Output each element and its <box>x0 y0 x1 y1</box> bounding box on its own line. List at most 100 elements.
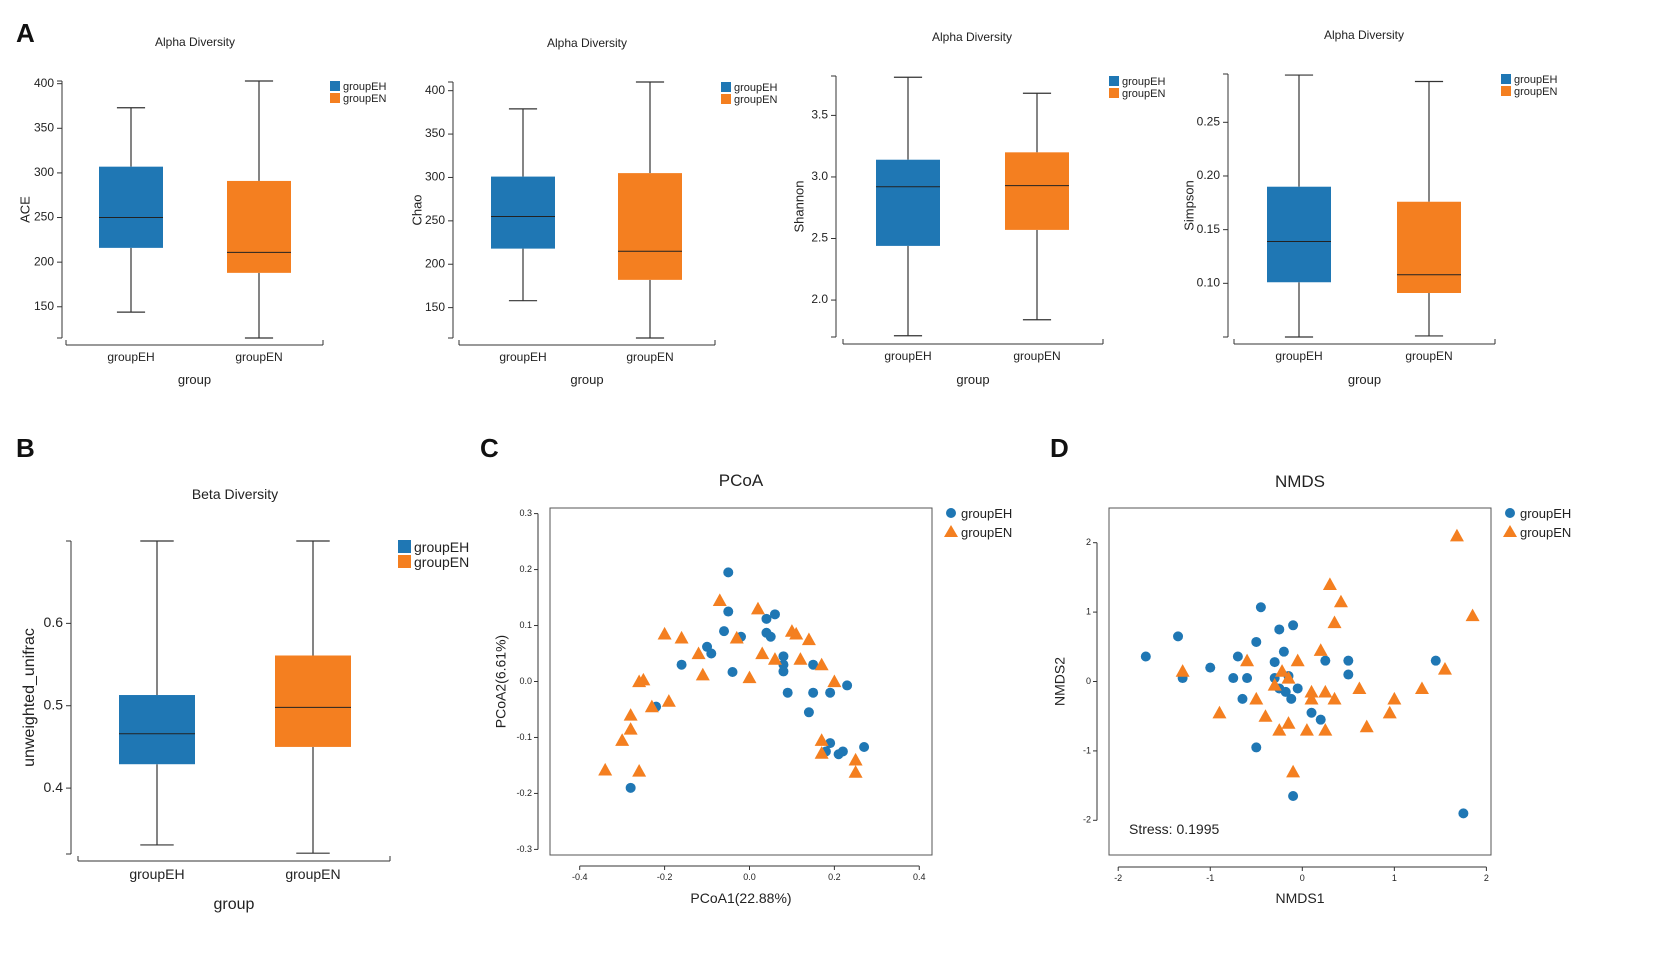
beta-x-tick-label: groupEH <box>129 866 184 882</box>
ace-box-groupEH <box>99 166 163 248</box>
chao-x-axis-label: group <box>570 372 603 387</box>
nmds-legend-marker-groupEN <box>1503 525 1517 537</box>
nmds-point-groupEH <box>1288 791 1299 802</box>
nmds-y-tick-label: 1 <box>1086 606 1091 616</box>
nmds-point-groupEN <box>1258 709 1273 722</box>
simpson-legend-label-groupEH: groupEH <box>1514 74 1557 86</box>
pcoa-point-groupEH <box>761 613 772 624</box>
chao-y-tick-label: 250 <box>425 213 445 227</box>
nmds-point-groupEN <box>1281 671 1296 684</box>
chao-legend-label-groupEN: groupEN <box>734 94 777 106</box>
shannon-y-tick-label: 3.5 <box>811 108 828 122</box>
simpson-y-tick-label: 0.20 <box>1197 168 1221 182</box>
pcoa-x-tick-label: 0.2 <box>828 872 841 882</box>
shannon-chart-title: Alpha Diversity <box>932 30 1012 44</box>
beta-box-groupEN <box>275 655 351 747</box>
nmds-point-groupEH <box>1251 742 1262 753</box>
pcoa-point-groupEH <box>842 680 853 691</box>
nmds-point-groupEN <box>1465 608 1480 622</box>
beta-y-axis-label: unweighted_unifrac <box>21 628 38 767</box>
chao-legend-label-groupEH: groupEH <box>734 82 777 94</box>
pcoa-point-groupEN <box>695 667 710 681</box>
pcoa-point-groupEH <box>676 659 687 670</box>
ace-legend-swatch-groupEN <box>330 93 340 103</box>
shannon-y-axis-label: Shannon <box>791 180 806 232</box>
pcoa-point-groupEH <box>706 648 717 659</box>
pcoa-y-tick-label: -0.2 <box>516 788 532 798</box>
beta-chart-title: Beta Diversity <box>192 486 278 502</box>
pcoa-point-groupEH <box>719 626 730 637</box>
nmds-point-groupEN <box>1299 723 1314 736</box>
ace-legend-label-groupEH: groupEH <box>343 81 386 93</box>
nmds-x-axis-label: NMDS1 <box>1275 890 1324 906</box>
shannon-x-axis-label: group <box>956 372 989 387</box>
pcoa-point-groupEN <box>674 630 689 644</box>
pcoa-point-groupEN <box>848 752 863 766</box>
ace-y-axis-label: ACE <box>17 196 32 223</box>
simpson-y-tick-label: 0.10 <box>1197 275 1221 289</box>
nmds-y-tick-label: 0 <box>1086 676 1091 686</box>
pcoa-point-groupEN <box>789 626 804 640</box>
nmds-point-groupEH <box>1343 669 1354 680</box>
pcoa-x-tick-label: 0.0 <box>743 872 756 882</box>
nmds-point-groupEH <box>1205 662 1216 673</box>
beta-x-axis-label: group <box>214 896 255 913</box>
pcoa-point-groupEH <box>808 687 819 698</box>
nmds-point-groupEH <box>1274 624 1285 635</box>
simpson-chart-title: Alpha Diversity <box>1324 28 1404 42</box>
pcoa-point-groupEN <box>623 722 638 735</box>
nmds-point-groupEH <box>1288 620 1299 631</box>
ace-x-tick-label: groupEN <box>235 350 282 364</box>
chao-legend-swatch-groupEN <box>721 94 731 104</box>
nmds-point-groupEN <box>1382 705 1397 719</box>
nmds-x-tick-label: 2 <box>1484 873 1489 883</box>
beta-y-tick-label: 0.5 <box>44 696 64 712</box>
pcoa-point-groupEH <box>782 687 793 698</box>
beta-legend-label-groupEN: groupEN <box>414 554 469 570</box>
pcoa-point-groupEH <box>859 741 870 752</box>
nmds-point-groupEH <box>1140 651 1151 662</box>
nmds-stress-annotation: Stress: 0.1995 <box>1129 821 1219 837</box>
nmds-point-groupEN <box>1212 705 1227 719</box>
ace-y-tick-label: 200 <box>34 254 54 268</box>
nmds-point-groupEH <box>1232 651 1243 662</box>
pcoa-x-tick-label: -0.4 <box>572 872 588 882</box>
nmds-chart-title: NMDS <box>1275 472 1325 491</box>
simpson-box-groupEN <box>1397 201 1461 293</box>
nmds-legend-label-groupEH: groupEH <box>1520 506 1571 521</box>
nmds-point-groupEH <box>1173 631 1184 642</box>
nmds-point-groupEH <box>1315 714 1326 725</box>
shannon-legend-swatch-groupEN <box>1109 88 1119 98</box>
pcoa-point-groupEH <box>625 782 636 793</box>
nmds-point-groupEN <box>1327 615 1342 629</box>
chao-box-groupEN <box>618 173 682 280</box>
chao-y-axis-label: Chao <box>409 194 424 225</box>
nmds-point-groupEN <box>1286 764 1301 778</box>
chao-y-tick-label: 150 <box>425 300 445 314</box>
pcoa-point-groupEH <box>778 651 789 662</box>
shannon-x-tick-label: groupEN <box>1013 349 1060 363</box>
pcoa-point-groupEN <box>814 657 829 671</box>
nmds-point-groupEN <box>1240 653 1255 667</box>
pcoa-point-groupEH <box>778 666 789 677</box>
pcoa-point-groupEN <box>827 674 842 688</box>
nmds-y-axis-label: NMDS2 <box>1052 657 1068 706</box>
shannon-y-tick-label: 3.0 <box>811 169 828 183</box>
pcoa-point-groupEN <box>729 630 744 644</box>
pcoa-y-tick-label: 0.3 <box>519 508 532 518</box>
simpson-x-axis-label: group <box>1348 372 1381 387</box>
nmds-point-groupEN <box>1437 662 1452 675</box>
nmds-point-groupEN <box>1249 691 1264 705</box>
pcoa-point-groupEN <box>750 601 765 615</box>
beta-y-tick-label: 0.6 <box>44 614 64 630</box>
ace-y-tick-label: 350 <box>34 120 54 134</box>
simpson-legend-swatch-groupEN <box>1501 86 1511 96</box>
chao-y-tick-label: 350 <box>425 126 445 140</box>
nmds-point-groupEN <box>1359 719 1374 733</box>
pcoa-y-tick-label: -0.1 <box>516 732 532 742</box>
nmds-x-tick-label: -2 <box>1114 873 1122 883</box>
beta-box-groupEH <box>119 695 195 765</box>
nmds-point-groupEH <box>1280 686 1291 697</box>
nmds-point-groupEN <box>1327 691 1342 705</box>
pcoa-point-groupEN <box>598 762 613 776</box>
